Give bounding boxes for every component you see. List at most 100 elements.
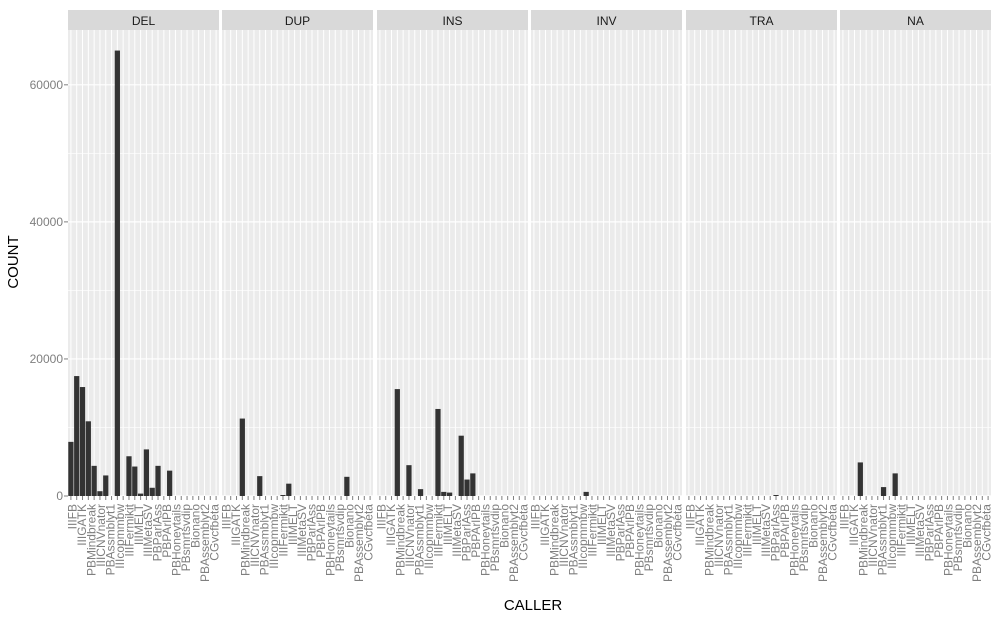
- x-tick-label: IIIMetaSV: [604, 504, 618, 557]
- x-tick-label: IIIcopmmbw: [113, 504, 127, 569]
- facet-strip: [531, 10, 682, 30]
- x-tick-label: IIIFB: [220, 504, 234, 529]
- bar: [406, 465, 412, 496]
- x-tick-label: PBMindbreak: [857, 503, 871, 576]
- x-tick-label: PBPArlPB: [469, 504, 483, 558]
- bar: [167, 470, 173, 496]
- x-tick-label: IIIcopmmbw: [885, 504, 899, 569]
- facet-strip: [222, 10, 373, 30]
- x-tick-label: PBHoneytails: [479, 504, 493, 576]
- x-tick-label: IIIFermikit: [585, 503, 599, 556]
- bar: [155, 465, 161, 496]
- facet-strip-label: DEL: [132, 14, 156, 28]
- x-tick-label: Bionano: [497, 504, 511, 548]
- x-tick-label: IIICNVnator: [94, 504, 108, 567]
- x-tick-label: IIIMELT: [286, 503, 300, 545]
- x-tick-label: PBParlAss: [460, 504, 474, 561]
- bar: [470, 473, 476, 496]
- x-tick-label: PBMindbreak: [703, 503, 717, 576]
- bar: [126, 456, 132, 496]
- x-tick-label: IIIFermikit: [740, 503, 754, 556]
- facet-strip-label: INS: [442, 14, 462, 28]
- facet-strip-label: NA: [907, 14, 924, 28]
- bar: [85, 421, 91, 496]
- x-tick-label: Bionano: [806, 504, 820, 548]
- bar: [417, 489, 424, 496]
- bar: [880, 487, 887, 496]
- x-tick-label: IIICNVnator: [248, 504, 262, 567]
- facet-strip-label: DUP: [285, 14, 310, 28]
- panel-background: [68, 30, 219, 496]
- facet-panel-ins: INSIIIFBIIIGATKPBMindbreakIIICNVnatorPBA…: [375, 10, 530, 582]
- bar: [892, 473, 898, 496]
- x-tick-label: PBMindbreak: [394, 503, 408, 576]
- x-tick-label: IIIGATK: [384, 504, 398, 546]
- facet-panels: DELIIIFBIIIGATKPBMindbreakIIICNVnatorPBA…: [66, 10, 993, 582]
- x-tick-label: Bionano: [651, 504, 665, 548]
- bar: [97, 491, 103, 496]
- x-tick-label: IIIFB: [684, 504, 698, 529]
- x-tick-label: PBsmrtsvdip: [488, 504, 502, 572]
- bar: [103, 475, 109, 496]
- x-tick-label: PBParlAss: [923, 504, 937, 561]
- x-tick-label: IIICNVnator: [403, 504, 417, 567]
- x-tick-label: IIIMELT: [750, 503, 764, 545]
- x-tick-label: IIIMELT: [904, 503, 918, 545]
- x-tick-label: PBPArlPB: [778, 504, 792, 558]
- x-tick-label: PBHoneytails: [170, 504, 184, 576]
- x-tick-label: CGvcfbeta: [979, 504, 993, 561]
- x-tick-label: PBAssemblyt2: [661, 504, 675, 582]
- x-tick-label: IIIMELT: [441, 503, 455, 545]
- x-tick-label: PBPArlPB: [160, 504, 174, 558]
- x-tick-label: PBAssemblyt2: [970, 504, 984, 582]
- x-tick-label: PBsmrtsvdip: [797, 504, 811, 572]
- x-tick-label: IIIMetaSV: [141, 504, 155, 557]
- x-tick-label: PBPArlPB: [314, 504, 328, 558]
- bar: [68, 441, 74, 496]
- x-tick-label: CGvcfbeta: [670, 504, 684, 561]
- x-tick-label: CGvcfbeta: [516, 504, 530, 561]
- x-tick-label: Bionano: [960, 504, 974, 548]
- x-tick-label: IIIGATK: [693, 504, 707, 546]
- x-tick-label: PBAssmblyt1: [566, 504, 580, 576]
- x-tick-label: PBAssemblyt2: [198, 504, 212, 582]
- y-axis: 0 20000 40000 60000: [30, 78, 68, 503]
- x-tick-label: PBParlAss: [614, 504, 628, 561]
- y-tick-label: 0: [56, 489, 63, 503]
- panel-background: [840, 30, 991, 496]
- facet-strip: [68, 10, 219, 30]
- x-tick-label: PBParlAss: [305, 504, 319, 561]
- bar: [458, 435, 464, 496]
- x-tick-label: PBsmrtsvdip: [951, 504, 965, 572]
- x-tick-label: IIIGATK: [229, 504, 243, 546]
- x-tick-label: PBAssmblyt1: [721, 504, 735, 576]
- x-tick-label: PBAssemblyt2: [507, 504, 521, 582]
- bar: [143, 449, 150, 496]
- x-tick-label: IIIMELT: [595, 503, 609, 545]
- x-tick-label: IIIMetaSV: [450, 504, 464, 557]
- bar: [91, 465, 97, 496]
- x-tick-label: IIIFB: [529, 504, 543, 529]
- panel-background: [222, 30, 373, 496]
- x-tick-label: IIIGATK: [538, 504, 552, 546]
- bar: [441, 491, 447, 496]
- x-tick-label: PBParlAss: [769, 504, 783, 561]
- x-tick-label: PBAssemblyt2: [816, 504, 830, 582]
- bar: [239, 418, 245, 496]
- x-tick-label: IIIFB: [375, 504, 389, 529]
- x-axis-title: CALLER: [504, 597, 563, 614]
- x-tick-label: PBAssmblyt1: [412, 504, 426, 576]
- facet-strip: [686, 10, 837, 30]
- x-tick-label: IIIFermikit: [431, 503, 445, 556]
- facet-panel-dup: DUPIIIFBIIIGATKPBMindbreakIIICNVnatorPBA…: [220, 10, 375, 582]
- bar: [257, 476, 263, 496]
- x-tick-label: PBHoneytails: [633, 504, 647, 576]
- x-tick-label: PBMindbreak: [548, 503, 562, 576]
- x-tick-label: IIIGATK: [75, 504, 89, 546]
- x-tick-label: IIICNVnator: [712, 504, 726, 567]
- bar: [132, 466, 138, 496]
- panel-background: [377, 30, 528, 496]
- x-tick-label: PBsmrtsvdip: [642, 504, 656, 572]
- facet-panel-tra: TRAIIIFBIIIGATKPBMindbreakIIICNVnatorPBA…: [684, 10, 839, 582]
- x-tick-label: PBsmrtsvdip: [333, 504, 347, 572]
